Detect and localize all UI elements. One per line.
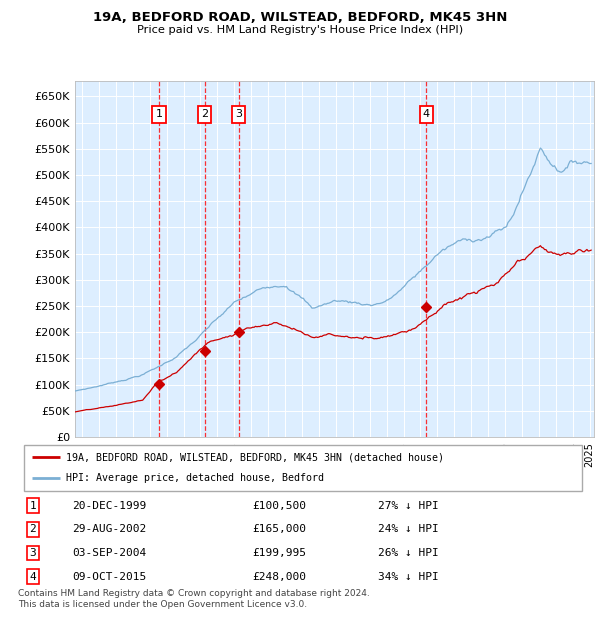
Text: £165,000: £165,000: [252, 525, 306, 534]
Text: Price paid vs. HM Land Registry's House Price Index (HPI): Price paid vs. HM Land Registry's House …: [137, 25, 463, 35]
Text: £100,500: £100,500: [252, 501, 306, 511]
Text: 09-OCT-2015: 09-OCT-2015: [72, 572, 146, 582]
Text: 19A, BEDFORD ROAD, WILSTEAD, BEDFORD, MK45 3HN (detached house): 19A, BEDFORD ROAD, WILSTEAD, BEDFORD, MK…: [66, 452, 444, 462]
Text: 2: 2: [201, 110, 208, 120]
Text: 29-AUG-2002: 29-AUG-2002: [72, 525, 146, 534]
Text: 3: 3: [29, 548, 37, 558]
Text: 20-DEC-1999: 20-DEC-1999: [72, 501, 146, 511]
Text: 27% ↓ HPI: 27% ↓ HPI: [378, 501, 439, 511]
Text: HPI: Average price, detached house, Bedford: HPI: Average price, detached house, Bedf…: [66, 474, 324, 484]
Text: 34% ↓ HPI: 34% ↓ HPI: [378, 572, 439, 582]
Text: 24% ↓ HPI: 24% ↓ HPI: [378, 525, 439, 534]
Text: 4: 4: [29, 572, 37, 582]
Text: 4: 4: [423, 110, 430, 120]
Text: Contains HM Land Registry data © Crown copyright and database right 2024.
This d: Contains HM Land Registry data © Crown c…: [18, 590, 370, 609]
Text: 03-SEP-2004: 03-SEP-2004: [72, 548, 146, 558]
Text: 1: 1: [29, 501, 37, 511]
Text: £199,995: £199,995: [252, 548, 306, 558]
Text: 1: 1: [155, 110, 163, 120]
Text: 26% ↓ HPI: 26% ↓ HPI: [378, 548, 439, 558]
Text: 2: 2: [29, 525, 37, 534]
Text: 3: 3: [235, 110, 242, 120]
Text: 19A, BEDFORD ROAD, WILSTEAD, BEDFORD, MK45 3HN: 19A, BEDFORD ROAD, WILSTEAD, BEDFORD, MK…: [93, 11, 507, 24]
Text: £248,000: £248,000: [252, 572, 306, 582]
